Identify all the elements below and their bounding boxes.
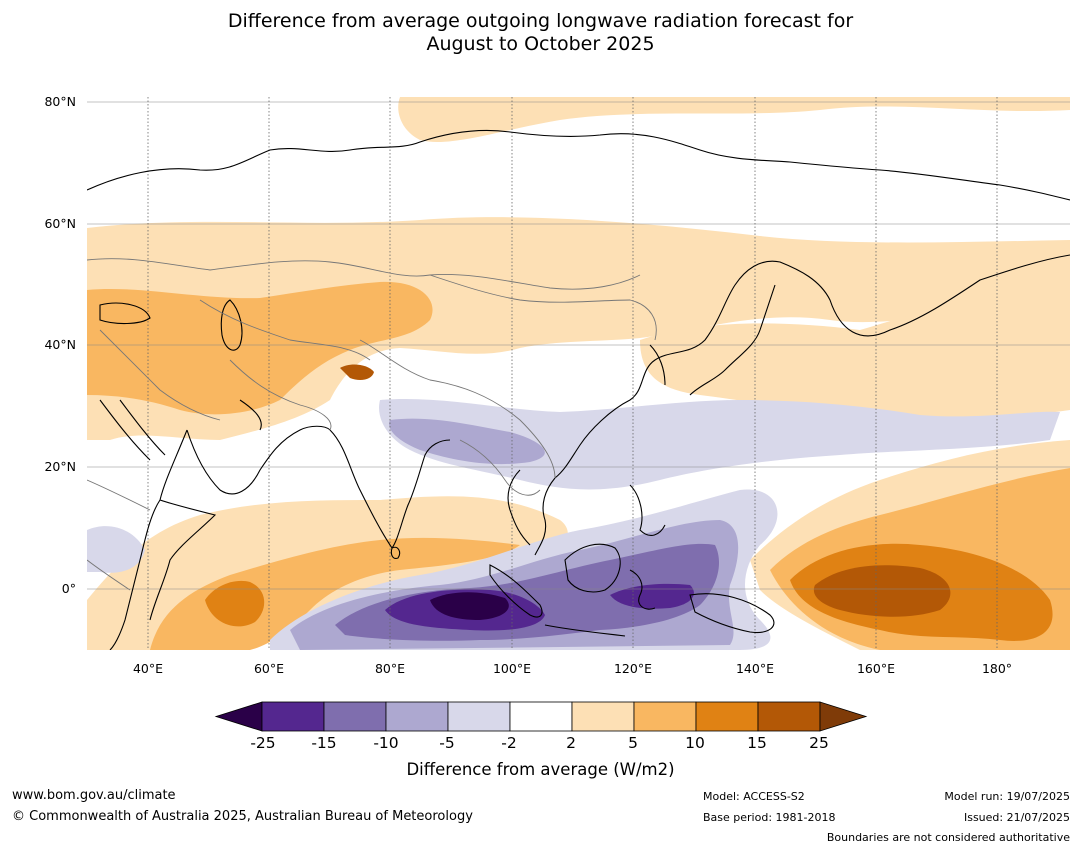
boundary-iran-afghanistan [229, 359, 332, 431]
coastline-black-sea [99, 302, 151, 325]
coastline-caspian [220, 299, 243, 351]
coastlines [87, 129, 1070, 650]
lat-label-80n: 80°N [44, 94, 76, 109]
colorbar-swatch-3 [385, 701, 449, 732]
coastline-new-guinea [689, 593, 775, 634]
coastline-east-africa [109, 429, 188, 650]
lon-label-140e: 140°E [735, 661, 774, 676]
colorbar-swatch-4 [447, 701, 511, 732]
coastline-india [329, 429, 451, 549]
lat-label-equator: 0° [61, 581, 76, 596]
colorbar-tick-1: -25 [250, 734, 276, 752]
colorbar-tick-10: 25 [809, 734, 829, 752]
coastline-sumatra [489, 564, 543, 618]
lon-label-100e: 100°E [492, 661, 531, 676]
colorbar-swatches [214, 701, 868, 732]
coastline-sri-lanka [390, 546, 401, 559]
colorbar-swatch-8 [695, 701, 759, 732]
country-boundaries [87, 258, 657, 591]
boundary-central-asia [199, 299, 371, 361]
colorbar-tick-8: 10 [685, 734, 705, 752]
lon-label-60e: 60°E [253, 661, 285, 676]
colorbar-tick-3: -10 [373, 734, 399, 752]
map-title: Difference from average outgoing longwav… [0, 10, 1081, 56]
colorbar-tick-4: -5 [439, 734, 455, 752]
boundary-indochina [459, 439, 541, 496]
coastline-philippines [629, 484, 666, 536]
colorbar-extend-max [819, 701, 868, 732]
boundary-china-south [359, 339, 556, 479]
lat-label-40n: 40°N [44, 337, 76, 352]
coastline-horn-africa [149, 499, 217, 621]
colorbar-tick-9: 15 [747, 734, 767, 752]
coastline-arabia [186, 425, 331, 495]
longitude-gridlines [147, 97, 998, 650]
coastline-sulawesi [629, 569, 656, 610]
coastline-pacific-russia [554, 254, 1070, 479]
footer-copyright: © Commonwealth of Australia 2025, Austra… [12, 809, 473, 824]
lon-label-120e: 120°E [613, 661, 652, 676]
lat-label-20n: 20°N [44, 459, 76, 474]
coastline-java [544, 624, 626, 637]
lon-label-160e: 160°E [856, 661, 895, 676]
anomaly-region-brown-himalaya [340, 364, 374, 380]
footer-model-run: Model run: 19/07/2025 [944, 790, 1070, 803]
lon-label-80e: 80°E [374, 661, 406, 676]
anomaly-region-light-orange-north [87, 217, 1070, 440]
colorbar-tick-5: -2 [501, 734, 517, 752]
footer-disclaimer: Boundaries are not considered authoritat… [826, 831, 1070, 844]
map-plot-area [87, 97, 1070, 650]
coastline-japan [689, 284, 776, 396]
lat-label-60n: 60°N [44, 216, 76, 231]
coastline-persian-gulf [239, 399, 262, 431]
map-title-line1: Difference from average outgoing longwav… [227, 10, 854, 32]
coastline-borneo [564, 543, 621, 593]
coastline-se-asia [507, 469, 556, 556]
footer-model: Model: ACCESS-S2 [703, 790, 805, 803]
colorbar-tick-7: 5 [628, 734, 638, 752]
anomaly-region-dark-orange-indian-ocean [205, 580, 265, 627]
coastline-arctic-russia [87, 129, 1070, 201]
colorbar-title: Difference from average (W/m2) [406, 760, 675, 779]
lon-label-180: 180° [981, 661, 1013, 676]
boundary-china-mongolia [429, 274, 657, 341]
colorbar-swatch-7 [633, 701, 697, 732]
colorbar-tick-2: -15 [311, 734, 337, 752]
anomaly-region-light-orange-arctic [398, 97, 1070, 142]
footer-base-period: Base period: 1981-2018 [703, 811, 836, 824]
colorbar-swatch-5 [509, 701, 573, 732]
colorbar-extend-min [214, 701, 263, 732]
anomaly-region-orange-central-asia [87, 281, 433, 415]
olr-anomaly-map [87, 97, 1070, 650]
colorbar-tick-6: 2 [566, 734, 576, 752]
colorbar-swatch-9 [757, 701, 821, 732]
coastline-korea [649, 344, 666, 386]
boundary-russia-central-asia [87, 258, 641, 290]
footer-issued: Issued: 21/07/2025 [963, 811, 1070, 824]
colorbar-swatch-1 [261, 701, 325, 732]
anomaly-region-lightest-purple-africa [87, 526, 145, 573]
lon-label-40e: 40°E [132, 661, 164, 676]
colorbar-swatch-2 [323, 701, 387, 732]
anomaly-region-light-orange-north-pacific [640, 285, 1070, 420]
colorbar-legend [214, 701, 868, 732]
anomaly-region-dark-purple-banda [610, 583, 694, 609]
anomaly-region-darkest-purple-core [430, 592, 509, 620]
colorbar-swatch-6 [571, 701, 635, 732]
anomaly-region-darkest-orange-pacific [813, 565, 951, 617]
boundary-africa [87, 479, 151, 591]
boundary-middle-east [99, 329, 221, 421]
anomaly-region-light-purple-india [389, 418, 545, 465]
footer-website: www.bom.gov.au/climate [12, 788, 176, 803]
map-title-line2: August to October 2025 [426, 33, 655, 55]
strong-positive-anomaly-fields [205, 364, 1053, 641]
coastline-red-sea [99, 399, 166, 461]
